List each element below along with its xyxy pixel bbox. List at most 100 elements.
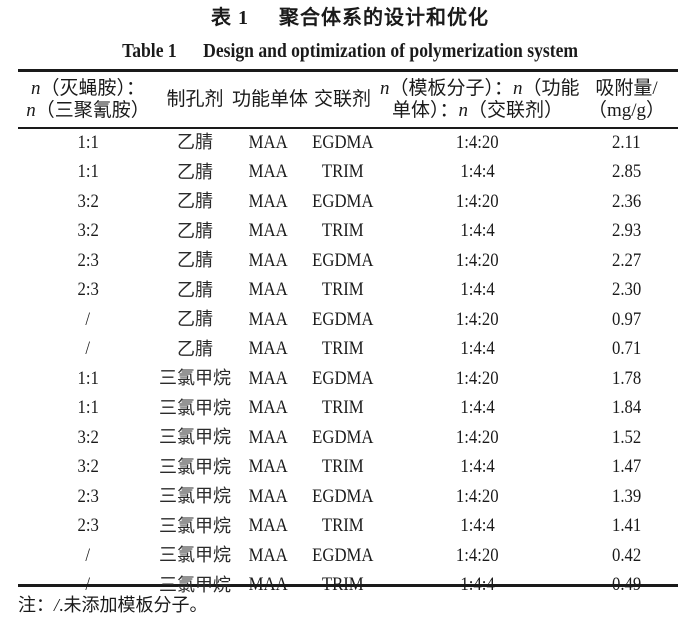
cell-adsorption: 2.36 — [611, 190, 642, 212]
table-title-english: Table 1 Design and optimization of polyme… — [0, 37, 700, 65]
cell-porogen: 乙腈 — [177, 191, 213, 211]
cell-crosslinker: EGDMA — [311, 308, 374, 330]
cell-crosslinker: TRIM — [321, 515, 364, 536]
table-row: 2:3 乙腈 MAA EGDMA 1:4:20 2.27 — [18, 246, 678, 276]
table-row: 1:1 乙腈 MAA EGDMA 1:4:20 2.11 — [18, 127, 678, 158]
cell-porogen: 三氯甲烷 — [159, 427, 231, 447]
header-molar-ratio-components: n（模板分子）：n（功能 单体）：n（交联剂） — [380, 77, 580, 121]
top-rule — [18, 69, 678, 72]
cell-adsorption: 2.93 — [611, 220, 642, 241]
table-row: / 三氯甲烷 MAA TRIM 1:4:4 0.49 — [18, 571, 678, 601]
cell-functional-monomer: MAA — [248, 574, 289, 595]
cell-functional-monomer: MAA — [248, 190, 289, 212]
cell-template-ratio: 2:3 — [77, 515, 99, 536]
cell-template-ratio: 2:3 — [77, 485, 99, 507]
cell-adsorption: 1.47 — [611, 456, 642, 477]
cell-template-ratio: 3:2 — [77, 190, 99, 212]
table-row: 1:1 三氯甲烷 MAA EGDMA 1:4:20 1.78 — [18, 364, 678, 394]
table-row: / 乙腈 MAA EGDMA 1:4:20 0.97 — [18, 305, 678, 335]
cell-functional-monomer: MAA — [248, 161, 289, 182]
cell-molar-ratio: 1:4:20 — [456, 367, 499, 389]
cell-crosslinker: TRIM — [321, 161, 364, 182]
cell-molar-ratio: 1:4:20 — [456, 544, 499, 566]
cell-molar-ratio: 1:4:4 — [460, 574, 495, 595]
table-caption-en: Design and optimization of polymerizatio… — [203, 40, 578, 62]
cell-molar-ratio: 1:4:20 — [456, 308, 499, 330]
cell-template-ratio: 1:1 — [77, 161, 99, 182]
cell-crosslinker: TRIM — [321, 456, 364, 477]
cell-crosslinker: EGDMA — [311, 544, 374, 566]
table-row: 1:1 三氯甲烷 MAA TRIM 1:4:4 1.84 — [18, 394, 678, 424]
cell-template-ratio: 3:2 — [77, 220, 99, 241]
cell-porogen: 三氯甲烷 — [159, 545, 231, 565]
cell-functional-monomer: MAA — [248, 131, 289, 153]
cell-functional-monomer: MAA — [248, 397, 289, 418]
cell-molar-ratio: 1:4:4 — [460, 456, 495, 477]
table-row: 3:2 乙腈 MAA EGDMA 1:4:20 2.36 — [18, 187, 678, 217]
table-row: 2:3 乙腈 MAA TRIM 1:4:4 2.30 — [18, 276, 678, 306]
cell-crosslinker: EGDMA — [311, 426, 374, 448]
cell-molar-ratio: 1:4:4 — [460, 279, 495, 300]
table-number-cn: 表 1 — [211, 7, 249, 29]
cell-template-ratio: 3:2 — [77, 456, 99, 477]
cell-porogen: 三氯甲烷 — [159, 515, 231, 536]
table-row: 3:2 三氯甲烷 MAA EGDMA 1:4:20 1.52 — [18, 423, 678, 453]
cell-molar-ratio: 1:4:20 — [456, 249, 499, 271]
cell-molar-ratio: 1:4:4 — [460, 338, 495, 359]
cell-crosslinker: EGDMA — [311, 485, 374, 507]
cell-crosslinker: TRIM — [321, 574, 364, 595]
table-row: 1:1 乙腈 MAA TRIM 1:4:4 2.85 — [18, 158, 678, 188]
cell-porogen: 乙腈 — [177, 220, 213, 241]
cell-adsorption: 0.97 — [611, 308, 642, 330]
cell-functional-monomer: MAA — [248, 220, 289, 241]
cell-functional-monomer: MAA — [248, 485, 289, 507]
cell-crosslinker: EGDMA — [311, 131, 374, 153]
cell-template-ratio: 1:1 — [77, 131, 99, 153]
footnote-text: .未添加模板分子。 — [59, 595, 208, 615]
cell-functional-monomer: MAA — [248, 426, 289, 448]
cell-crosslinker: TRIM — [321, 279, 364, 300]
cell-porogen: 三氯甲烷 — [159, 456, 231, 477]
table-number-en: Table 1 — [122, 40, 177, 62]
polymerization-table: n（灭蝇胺）： n（三聚氰胺） 制孔剂 功能单体 交联剂 n（模板分子）：n（功… — [18, 72, 678, 600]
table-title-chinese: 表 1 聚合体系的设计和优化 — [0, 4, 700, 32]
cell-adsorption: 0.42 — [611, 544, 642, 566]
cell-crosslinker: EGDMA — [311, 249, 374, 271]
cell-molar-ratio: 1:4:20 — [456, 426, 499, 448]
cell-adsorption: 1.39 — [611, 485, 642, 507]
cell-adsorption: 1.84 — [611, 397, 642, 418]
cell-molar-ratio: 1:4:20 — [456, 131, 499, 153]
cell-template-ratio: 1:1 — [77, 367, 99, 389]
cell-adsorption: 1.52 — [611, 426, 642, 448]
header-porogen: 制孔剂 — [166, 88, 224, 110]
cell-adsorption: 2.11 — [612, 131, 641, 153]
cell-molar-ratio: 1:4:4 — [460, 161, 495, 182]
header-molar-ratio-template: n（灭蝇胺）： n（三聚氰胺） — [26, 77, 150, 121]
cell-template-ratio: 2:3 — [77, 279, 99, 300]
cell-adsorption: 2.27 — [611, 249, 642, 271]
cell-porogen: 三氯甲烷 — [159, 486, 231, 506]
cell-porogen: 三氯甲烷 — [159, 574, 231, 595]
header-crosslinker: 交联剂 — [313, 88, 371, 110]
cell-functional-monomer: MAA — [248, 515, 289, 536]
cell-template-ratio: 3:2 — [77, 426, 99, 448]
header-row: n（灭蝇胺）： n（三聚氰胺） 制孔剂 功能单体 交联剂 n（模板分子）：n（功… — [18, 72, 678, 127]
cell-functional-monomer: MAA — [248, 308, 289, 330]
header-rule — [18, 127, 678, 129]
cell-porogen: 三氯甲烷 — [159, 368, 231, 388]
cell-adsorption: 0.71 — [611, 338, 642, 359]
cell-adsorption: 1.41 — [611, 515, 642, 536]
cell-template-ratio: 2:3 — [77, 249, 99, 271]
table-row: 3:2 乙腈 MAA TRIM 1:4:4 2.93 — [18, 217, 678, 247]
cell-molar-ratio: 1:4:4 — [460, 220, 495, 241]
cell-porogen: 乙腈 — [177, 338, 213, 359]
table-row: 3:2 三氯甲烷 MAA TRIM 1:4:4 1.47 — [18, 453, 678, 483]
cell-porogen: 乙腈 — [177, 132, 213, 152]
cell-template-ratio: / — [85, 308, 91, 330]
table-row: 2:3 三氯甲烷 MAA EGDMA 1:4:20 1.39 — [18, 482, 678, 512]
cell-adsorption: 2.85 — [611, 161, 642, 182]
table-footnote: 注：/.未添加模板分子。 — [18, 592, 208, 618]
cell-adsorption: 2.30 — [611, 279, 642, 300]
footnote-symbol: / — [54, 595, 60, 615]
cell-crosslinker: EGDMA — [311, 190, 374, 212]
